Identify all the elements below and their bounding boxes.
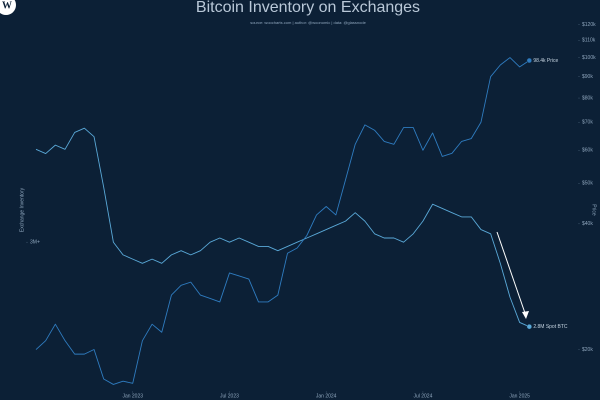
series-line <box>35 127 530 328</box>
y2-tick-label: $40k <box>582 221 593 227</box>
logo-badge <box>0 0 16 15</box>
arrow-head <box>522 311 529 319</box>
y2-tick-label: $60k <box>582 148 593 154</box>
y2-axis-label: Price <box>591 204 597 216</box>
end-label: 98.4k Price <box>533 58 558 64</box>
end-label: 2.8M Spot BTC <box>533 324 568 330</box>
x-tick-label: Jul 2023 <box>220 393 239 399</box>
x-tick-label: Jan 2025 <box>509 393 530 399</box>
y2-tick-label: $90k <box>582 74 593 80</box>
y-tick-label: 3M+ <box>30 240 40 246</box>
logo: W <box>2 0 12 11</box>
y2-tick-label: $20k <box>582 347 593 353</box>
series-line <box>35 57 530 385</box>
y2-tick-label: $100k <box>582 55 596 61</box>
y2-tick-label: $80k <box>582 95 593 101</box>
y2-tick-label: $70k <box>582 120 593 126</box>
y2-tick-label: $120k <box>582 22 596 28</box>
chart-title: Bitcoin Inventory on Exchanges <box>196 0 420 16</box>
y2-tick-label: $50k <box>582 181 593 187</box>
end-point <box>526 57 533 64</box>
arrow-line <box>496 231 527 317</box>
end-point <box>526 323 533 330</box>
y2-tick-label: $110k <box>582 38 596 44</box>
x-tick-label: Jan 2023 <box>122 393 143 399</box>
x-tick-label: Jan 2024 <box>316 393 337 399</box>
x-tick-label: Jul 2024 <box>413 393 432 399</box>
chart-subtitle: source: woocharts.com | author: @woonomi… <box>250 20 366 25</box>
y-axis-label: Exchange Inventory <box>19 187 25 232</box>
